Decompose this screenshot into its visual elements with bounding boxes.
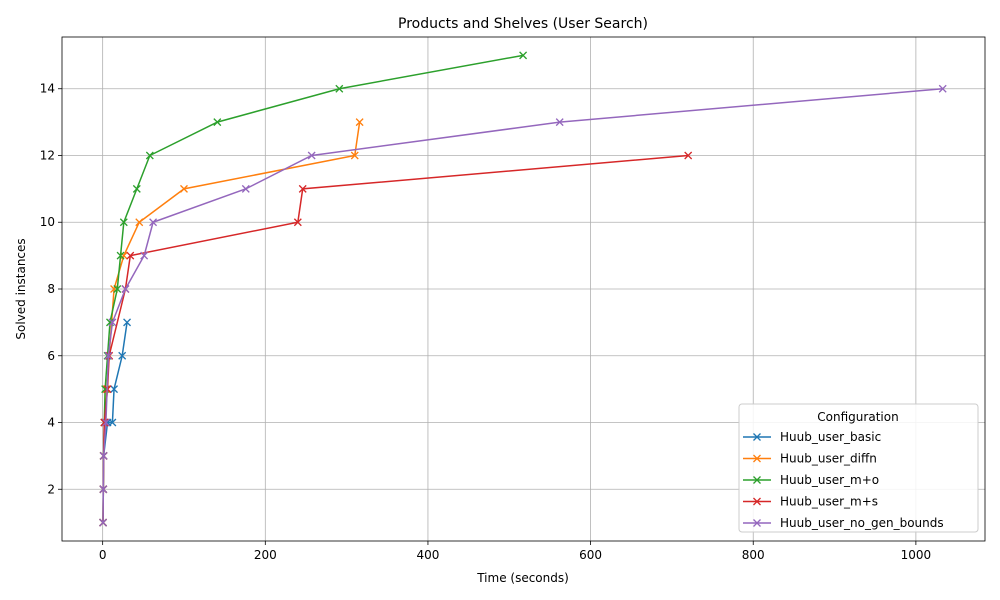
series-line [102, 122, 361, 523]
y-tick-label: 14 [40, 82, 55, 96]
series-Huub_user_no_gen_bounds [99, 84, 947, 527]
y-axis-label: Solved instances [14, 238, 28, 339]
legend-entry: Huub_user_m+o [743, 473, 879, 487]
legend-marker [753, 433, 761, 441]
x-tick-label: 1000 [901, 548, 932, 562]
legend-entry: Huub_user_m+s [743, 495, 878, 509]
data-point [99, 485, 108, 494]
legend-label: Huub_user_m+o [780, 473, 879, 487]
y-tick-label: 6 [47, 349, 55, 363]
data-point [241, 184, 250, 193]
data-point [938, 84, 947, 93]
data-point [684, 151, 693, 160]
legend-entry: Huub_user_no_gen_bounds [743, 516, 944, 530]
data-point [307, 151, 316, 160]
data-point [121, 285, 130, 293]
legend-marker [753, 454, 761, 463]
data-point [350, 151, 359, 160]
data-point [108, 418, 117, 427]
data-point [149, 218, 158, 227]
legend-label: Huub_user_m+s [780, 495, 878, 509]
data-point [140, 251, 149, 260]
series-Huub_user_m+s [99, 151, 693, 527]
data-point [110, 385, 119, 394]
data-point [335, 84, 344, 93]
legend-marker [753, 476, 761, 484]
y-tick-label: 8 [47, 282, 55, 296]
legend-entry: Huub_user_diffn [743, 452, 877, 466]
x-axis-label: Time (seconds) [476, 571, 569, 585]
data-point [123, 318, 132, 327]
x-tick-label: 200 [254, 548, 277, 562]
data-point [113, 285, 122, 293]
data-point [145, 151, 154, 160]
data-point [116, 251, 125, 260]
data-point [101, 418, 110, 427]
legend-marker [753, 497, 761, 506]
legend: Configuration Huub_user_basic Huub_user_d… [738, 403, 979, 533]
x-tick-label: 0 [99, 548, 107, 562]
x-tick-label: 400 [416, 548, 439, 562]
series-line [102, 154, 689, 523]
legend-title: Configuration [817, 410, 898, 424]
data-point [298, 184, 307, 193]
y-tick-label: 10 [40, 215, 55, 229]
legend-entries: Huub_user_basic Huub_user_diffn Huub_user_… [743, 430, 944, 530]
data-point [126, 251, 135, 260]
legend-label: Huub_user_basic [780, 430, 881, 444]
data-point [555, 118, 564, 127]
legend-box [738, 403, 979, 533]
x-axis: 0 200 400 600 800 1000 [99, 541, 931, 562]
data-point [355, 118, 364, 127]
data-point [99, 451, 108, 460]
data-point [213, 118, 222, 127]
data-point [104, 351, 113, 360]
y-axis: 2 4 6 8 10 12 14 [40, 82, 62, 496]
data-point [180, 184, 188, 193]
y-tick-label: 12 [40, 148, 55, 162]
data-point [118, 351, 127, 360]
x-tick-label: 800 [742, 548, 765, 562]
data-point [108, 318, 117, 327]
legend-label: Huub_user_no_gen_bounds [780, 516, 944, 530]
series-Huub_user_diffn [99, 118, 364, 527]
data-point [99, 518, 108, 527]
legend-marker [753, 519, 761, 527]
x-tick-label: 600 [579, 548, 602, 562]
data-point [135, 218, 144, 227]
grid [62, 37, 985, 541]
data-point [519, 51, 528, 60]
y-tick-label: 2 [47, 482, 55, 496]
data-point [293, 218, 302, 227]
data-point [119, 218, 128, 227]
series-layer [99, 51, 947, 527]
chart-title: Products and Shelves (User Search) [398, 16, 648, 32]
y-tick-label: 4 [47, 416, 55, 430]
data-point [132, 184, 141, 193]
legend-label: Huub_user_diffn [780, 452, 877, 466]
legend-entry: Huub_user_basic [743, 430, 881, 444]
